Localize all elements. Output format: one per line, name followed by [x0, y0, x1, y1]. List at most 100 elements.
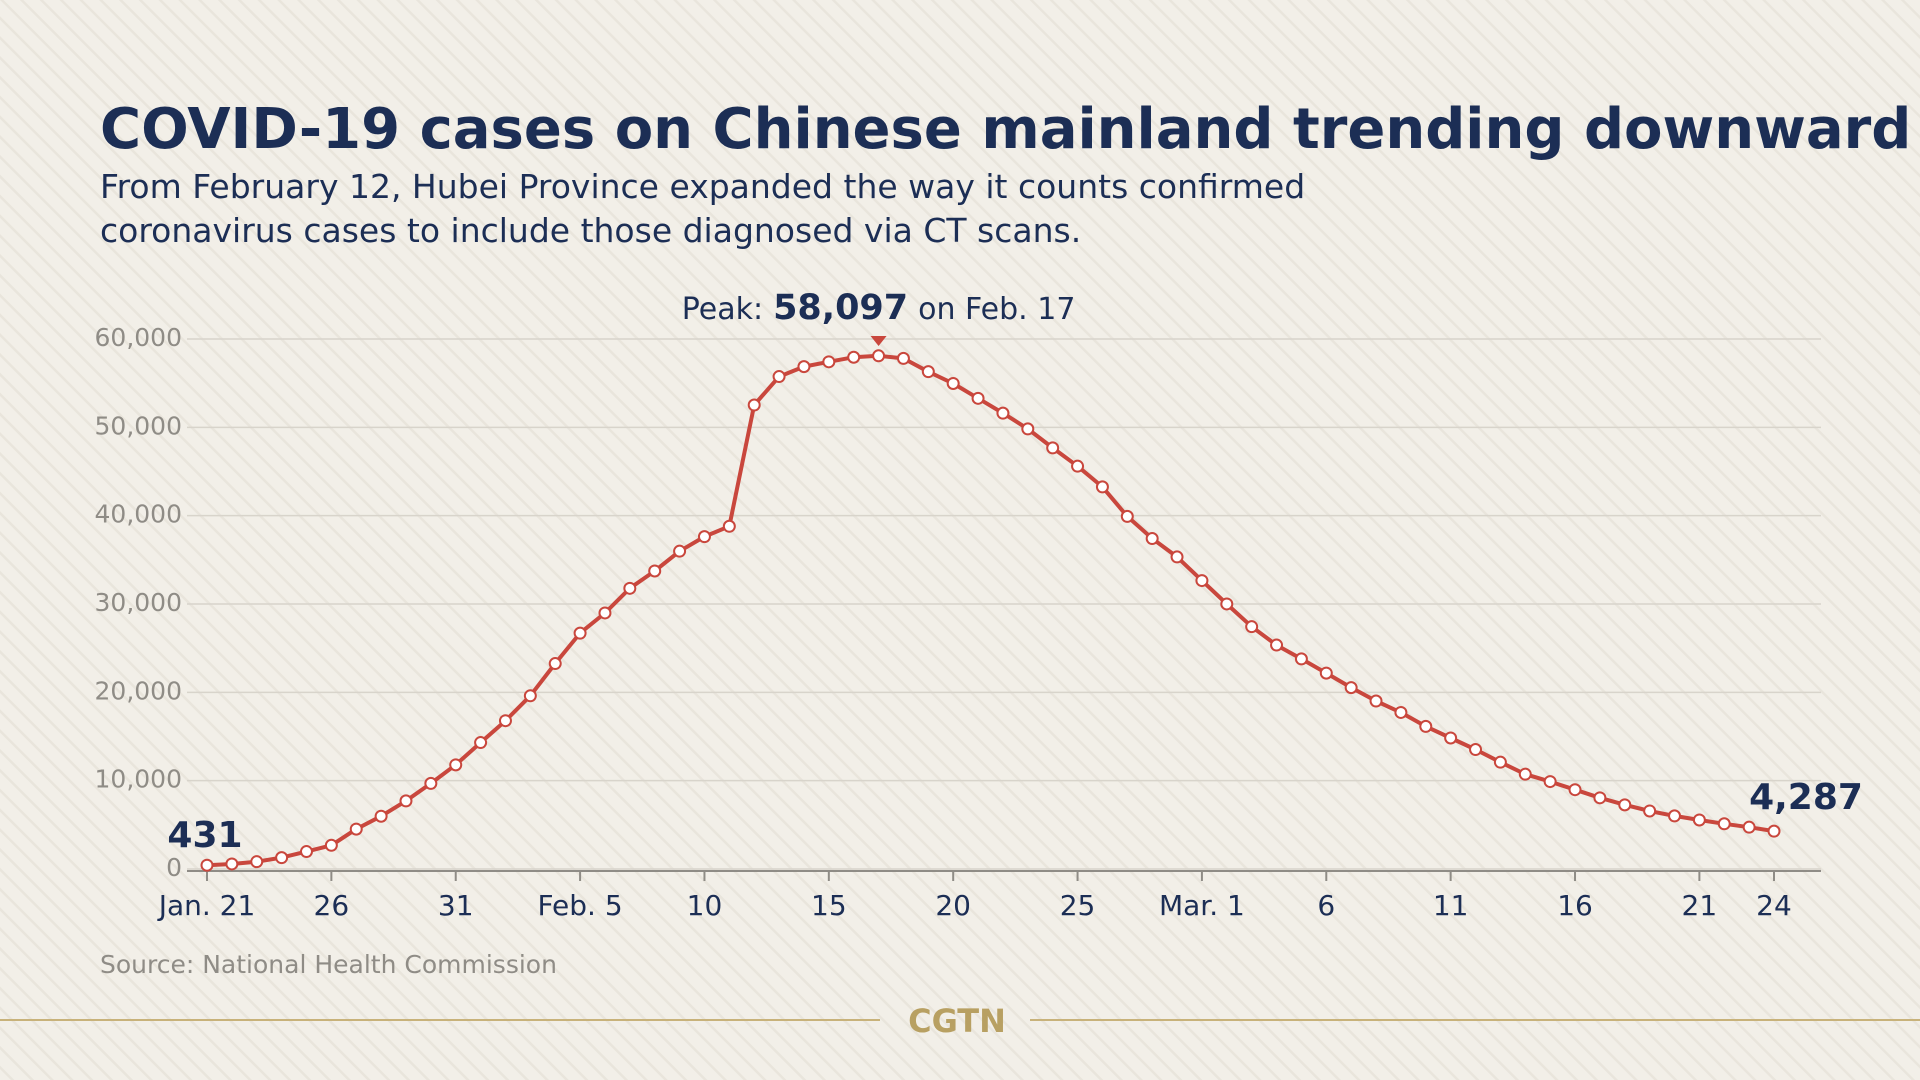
- marker: [1394, 705, 1408, 719]
- marker: [1170, 550, 1184, 564]
- marker: [1319, 666, 1333, 680]
- marker: [1369, 694, 1383, 708]
- x-tick-label: 24: [1756, 889, 1792, 922]
- marker: [1493, 755, 1507, 769]
- y-tick-label: 20,000: [95, 676, 182, 705]
- marker: [399, 794, 413, 808]
- marker: [1444, 731, 1458, 745]
- marker: [1046, 441, 1060, 455]
- x-tick-label: 10: [687, 889, 723, 922]
- marker: [896, 351, 910, 365]
- peak-prefix: Peak:: [682, 292, 763, 327]
- marker: [250, 855, 264, 869]
- marker: [1344, 681, 1358, 695]
- marker: [1742, 820, 1756, 834]
- x-tick-label: 15: [811, 889, 847, 922]
- marker: [1120, 509, 1134, 523]
- data-label: 4,287: [1749, 777, 1863, 818]
- marker: [772, 370, 786, 384]
- marker: [1518, 767, 1532, 781]
- marker: [1095, 480, 1109, 494]
- peak-suffix: on Feb. 17: [918, 292, 1075, 327]
- marker: [449, 758, 463, 772]
- y-tick-label: 30,000: [95, 588, 182, 617]
- marker: [822, 355, 836, 369]
- marker: [1245, 620, 1259, 634]
- marker: [200, 858, 214, 872]
- marker: [1767, 824, 1781, 838]
- marker: [946, 376, 960, 390]
- chart-title: COVID-19 cases on Chinese mainland trend…: [100, 97, 1911, 162]
- marker: [324, 838, 338, 852]
- y-tick-label: 50,000: [95, 411, 182, 440]
- marker: [673, 544, 687, 558]
- marker: [1543, 775, 1557, 789]
- marker: [1419, 719, 1433, 733]
- marker: [424, 776, 438, 790]
- marker: [996, 406, 1010, 420]
- marker: [1145, 532, 1159, 546]
- marker: [374, 809, 388, 823]
- x-tick-label: Jan. 21: [157, 889, 256, 922]
- marker: [275, 851, 289, 865]
- marker: [1469, 743, 1483, 757]
- marker: [1668, 809, 1682, 823]
- subtitle: From February 12, Hubei Province expande…: [100, 167, 1305, 206]
- source: Source: National Health Commission: [100, 950, 557, 979]
- x-tick-label: 25: [1060, 889, 1096, 922]
- marker: [1717, 817, 1731, 831]
- marker: [498, 714, 512, 728]
- marker: [523, 689, 537, 703]
- marker: [349, 822, 363, 836]
- marker: [474, 736, 488, 750]
- y-tick-label: 0: [166, 853, 182, 882]
- subtitle: coronavirus cases to include those diagn…: [100, 211, 1081, 250]
- marker: [697, 530, 711, 544]
- marker: [299, 845, 313, 859]
- marker: [598, 606, 612, 620]
- y-tick-label: 10,000: [95, 765, 182, 794]
- data-label: 58,097: [773, 288, 908, 328]
- peak-annotation: Peak: 58,097 on Feb. 17: [682, 288, 1076, 328]
- x-tick-label: 26: [314, 889, 350, 922]
- marker: [921, 365, 935, 379]
- marker: [1618, 798, 1632, 812]
- marker: [1568, 783, 1582, 797]
- marker: [548, 657, 562, 671]
- x-tick-label: 16: [1557, 889, 1593, 922]
- marker: [1071, 459, 1085, 473]
- marker: [1593, 791, 1607, 805]
- marker: [1220, 597, 1234, 611]
- y-tick-label: 40,000: [95, 500, 182, 529]
- marker: [225, 857, 239, 871]
- x-tick-label: Feb. 5: [537, 889, 622, 922]
- marker: [797, 360, 811, 374]
- marker: [623, 581, 637, 595]
- y-tick-label: 60,000: [95, 323, 182, 352]
- marker: [1692, 813, 1706, 827]
- x-tick-label: 31: [438, 889, 474, 922]
- marker: [747, 398, 761, 412]
- peak-pointer: [870, 336, 887, 346]
- marker: [1643, 804, 1657, 818]
- x-tick-label: 11: [1433, 889, 1469, 922]
- marker: [573, 626, 587, 640]
- marker: [1195, 574, 1209, 588]
- marker: [1294, 652, 1308, 666]
- marker: [648, 564, 662, 578]
- x-tick-label: Mar. 1: [1159, 889, 1245, 922]
- marker: [872, 349, 886, 363]
- data-label: 431: [167, 815, 242, 856]
- marker: [722, 519, 736, 533]
- x-tick-label: 21: [1682, 889, 1718, 922]
- marker: [971, 391, 985, 405]
- x-tick-label: 6: [1317, 889, 1335, 922]
- x-tick-label: 20: [935, 889, 971, 922]
- marker: [1270, 638, 1284, 652]
- brand-logo: CGTN: [908, 1002, 1006, 1040]
- line: [206, 353, 1775, 868]
- marker: [847, 350, 861, 364]
- marker: [1021, 422, 1035, 436]
